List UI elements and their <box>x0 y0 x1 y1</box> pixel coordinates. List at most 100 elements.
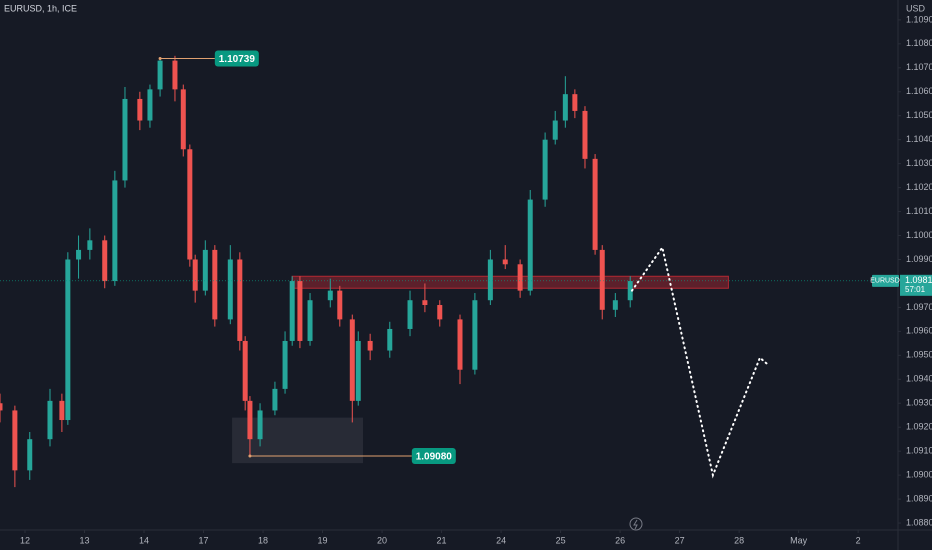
candle-body <box>527 199 533 291</box>
candle-body <box>517 264 523 291</box>
x-tick-label: 12 <box>20 535 30 545</box>
candle-body <box>59 400 65 421</box>
candle-body <box>0 403 3 411</box>
last-price-label: 1.09811 <box>905 275 932 285</box>
candle-body <box>355 340 361 401</box>
y-tick-label: 1.10700 <box>906 62 932 72</box>
candle-body <box>572 94 578 111</box>
candle-body <box>612 300 618 310</box>
candle-body <box>102 240 108 282</box>
price-label-box <box>214 50 259 67</box>
y-tick-label: 1.09700 <box>906 302 932 312</box>
candle-body <box>592 158 598 250</box>
candle-body <box>627 281 633 301</box>
symbol-tag: EURUSD <box>870 278 900 285</box>
candle-body <box>112 180 118 282</box>
candle-body <box>289 281 295 341</box>
x-tick-label: 17 <box>199 535 209 545</box>
y-tick-label: 1.10300 <box>906 158 932 168</box>
x-tick-label: 28 <box>734 535 744 545</box>
y-tick-label: 1.09200 <box>906 422 932 432</box>
candle-body <box>582 110 588 159</box>
candle-body <box>599 249 605 310</box>
candle-body <box>27 439 33 471</box>
y-tick-label: 1.09100 <box>906 446 932 456</box>
y-tick-label: 1.09600 <box>906 326 932 336</box>
candle-body <box>472 300 478 370</box>
x-tick-label: 27 <box>675 535 685 545</box>
candle-body <box>307 300 313 341</box>
candle-body <box>437 305 443 320</box>
candle-body <box>76 249 82 260</box>
lightning-icon <box>629 517 643 531</box>
y-tick-label: 1.10400 <box>906 134 932 144</box>
candle-body <box>12 410 18 471</box>
countdown: 57:01 <box>905 285 926 294</box>
y-tick-label: 1.09500 <box>906 350 932 360</box>
price-label: 1.09080 <box>416 452 453 463</box>
candle-body <box>487 259 493 301</box>
y-tick-label: 1.10900 <box>906 14 932 24</box>
candle-body <box>65 259 71 421</box>
last-price-box <box>900 274 932 296</box>
y-tick-label: 1.10200 <box>906 182 932 192</box>
x-tick-label: 24 <box>496 535 506 545</box>
candle-body <box>122 98 128 181</box>
candle-body <box>147 89 153 121</box>
x-tick-label: 13 <box>79 535 89 545</box>
candle-body <box>257 410 263 440</box>
candle-body <box>242 340 248 401</box>
candle-body <box>180 89 186 150</box>
x-tick-label: 19 <box>318 535 328 545</box>
y-tick-label: 1.10600 <box>906 86 932 96</box>
projection-path <box>630 245 770 479</box>
x-tick-label: 26 <box>615 535 625 545</box>
candle-body <box>337 290 343 320</box>
candle-body <box>282 340 288 389</box>
candle-body <box>542 139 548 200</box>
candle-body <box>47 400 53 440</box>
y-tick-label: 1.08800 <box>906 517 932 527</box>
y-tick-label: 1.10000 <box>906 230 932 240</box>
candle-body <box>502 259 508 265</box>
resistance-zone <box>291 275 729 289</box>
candle-body <box>457 319 463 370</box>
y-tick-label: 1.09900 <box>906 254 932 264</box>
x-tick-label: May <box>790 535 808 545</box>
candle-body <box>247 400 253 440</box>
candle-body <box>349 319 355 401</box>
candle-body <box>237 259 243 341</box>
candle-body <box>187 149 193 260</box>
candle-body <box>137 98 143 121</box>
y-tick-label: 1.08900 <box>906 493 932 503</box>
candle-body <box>172 60 178 90</box>
x-tick-label: 21 <box>437 535 447 545</box>
candle-body <box>227 259 233 320</box>
y-tick-label: 1.09300 <box>906 398 932 408</box>
y-tick-label: 1.09000 <box>906 470 932 480</box>
candle-body <box>422 300 428 306</box>
y-tick-label: 1.10800 <box>906 38 932 48</box>
candle-body <box>297 281 303 341</box>
y-tick-label: 1.09400 <box>906 374 932 384</box>
candle-body <box>272 388 278 411</box>
currency-label: USD <box>906 3 926 13</box>
candle-body <box>192 259 198 291</box>
x-tick-label: 2 <box>856 535 861 545</box>
price-point <box>248 454 252 458</box>
price-label: 1.10739 <box>219 54 256 65</box>
candle-body <box>562 94 568 121</box>
candle-body <box>407 300 413 329</box>
chart-title: EURUSD, 1h, ICE <box>4 3 77 13</box>
candle-body <box>327 290 333 301</box>
price-label-box <box>411 447 456 464</box>
symbol-tag-box <box>872 274 899 287</box>
candle-body <box>87 240 93 250</box>
y-tick-label: 1.10100 <box>906 206 932 216</box>
candle-body <box>157 60 163 90</box>
candle-body <box>387 328 393 351</box>
price-point <box>158 56 162 60</box>
